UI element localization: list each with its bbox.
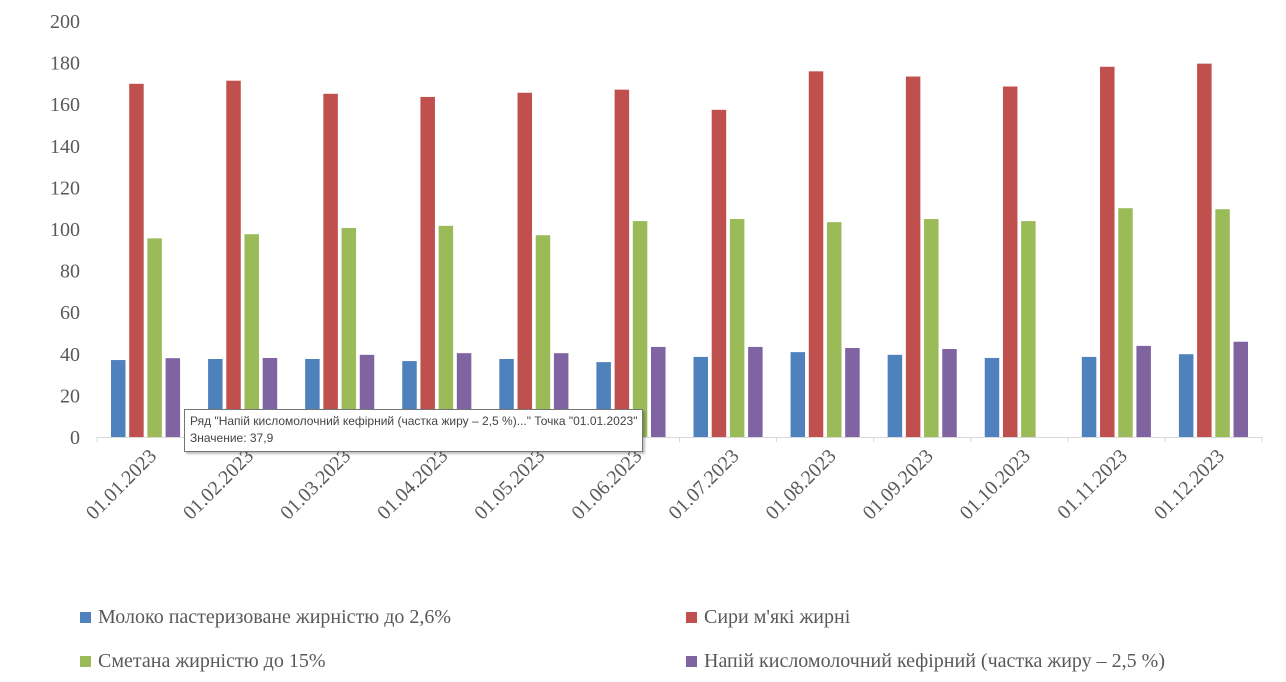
- bar-s2-c7[interactable]: [826, 222, 842, 437]
- bar-s2-c10[interactable]: [1118, 208, 1133, 437]
- bar-s1-c11[interactable]: [1197, 63, 1212, 437]
- bar-s2-c0[interactable]: [147, 238, 162, 437]
- bar-s1-c8[interactable]: [905, 76, 921, 437]
- bar-s3-c5[interactable]: [651, 346, 666, 437]
- bar-s1-c3[interactable]: [420, 96, 435, 438]
- x-tick-label: 01.05.2023: [470, 445, 549, 524]
- tooltip-value: Значение: 37,9: [190, 431, 274, 445]
- y-tick-label: 120: [50, 177, 80, 199]
- x-tick-label: 01.06.2023: [567, 445, 646, 524]
- legend-item-cheese[interactable]: Сири м'які жирні: [686, 606, 850, 629]
- legend-swatch-sour-cream: [80, 656, 91, 667]
- y-tick-label: 20: [60, 385, 80, 407]
- y-tick-label: 0: [70, 427, 80, 449]
- bar-s0-c7[interactable]: [790, 352, 806, 437]
- bar-s0-c11[interactable]: [1178, 354, 1194, 437]
- bar-s0-c10[interactable]: [1081, 356, 1097, 437]
- data-point-tooltip: Ряд "Напій кисломолочний кефірний (частк…: [184, 409, 644, 452]
- x-tick-label: 01.07.2023: [664, 445, 743, 524]
- tooltip-series-point: Ряд "Напій кисломолочний кефірний (частк…: [190, 414, 638, 428]
- bar-s3-c0[interactable]: [165, 358, 181, 437]
- x-tick-label: 01.11.2023: [1053, 445, 1132, 524]
- legend-label-sour-cream: Сметана жирністю до 15%: [98, 650, 326, 672]
- bar-s0-c8[interactable]: [887, 354, 903, 437]
- bar-s1-c9[interactable]: [1002, 86, 1018, 438]
- y-axis-ticks: 0 20 40 60 80 100 120 140 160 180 200: [50, 11, 80, 449]
- bar-s2-c3[interactable]: [438, 225, 454, 437]
- bar-s1-c1[interactable]: [226, 80, 241, 438]
- legend-swatch-milk: [80, 612, 91, 623]
- bar-s3-c8[interactable]: [942, 349, 957, 437]
- bar-s0-c9[interactable]: [984, 357, 1000, 437]
- y-tick-label: 40: [60, 344, 80, 366]
- legend-item-sour-cream[interactable]: Сметана жирністю до 15%: [80, 650, 326, 673]
- x-tick-label: 01.08.2023: [761, 445, 840, 524]
- bar-s2-c2[interactable]: [341, 227, 357, 437]
- bar-series: [110, 63, 1249, 438]
- bar-s2-c9[interactable]: [1021, 221, 1036, 437]
- bar-s0-c6[interactable]: [693, 356, 708, 437]
- legend-label-milk: Молоко пастеризоване жирністю до 2,6%: [98, 606, 452, 628]
- bar-s1-c4[interactable]: [517, 92, 533, 437]
- bar-s2-c6[interactable]: [729, 219, 745, 437]
- x-tick-label: 01.10.2023: [956, 445, 1035, 524]
- y-tick-label: 140: [50, 136, 80, 158]
- legend-item-kefir[interactable]: Напій кисломолочний кефірний (частка жир…: [686, 650, 1165, 673]
- bar-s1-c10[interactable]: [1100, 66, 1115, 437]
- bar-s1-c0[interactable]: [129, 83, 144, 437]
- bar-s2-c5[interactable]: [632, 221, 648, 437]
- bar-s0-c0[interactable]: [110, 360, 126, 437]
- bar-s1-c7[interactable]: [808, 71, 824, 437]
- y-tick-label: 80: [60, 261, 80, 283]
- bar-s1-c2[interactable]: [323, 93, 338, 438]
- bar-s2-c4[interactable]: [535, 235, 551, 437]
- bar-s3-c7[interactable]: [845, 347, 860, 437]
- y-tick-label: 180: [50, 53, 80, 75]
- x-tick-label: 01.04.2023: [373, 445, 452, 524]
- bar-s1-c5[interactable]: [614, 89, 630, 437]
- bar-s3-c6[interactable]: [748, 346, 763, 437]
- x-tick-label: 01.09.2023: [859, 445, 938, 524]
- y-tick-label: 160: [50, 94, 80, 116]
- bar-s2-c8[interactable]: [924, 219, 939, 437]
- legend-label-cheese: Сири м'які жирні: [704, 606, 851, 628]
- x-tick-label: 01.12.2023: [1150, 445, 1229, 524]
- legend-item-milk[interactable]: Молоко пастеризоване жирністю до 2,6%: [80, 606, 451, 629]
- x-tick-label: 01.03.2023: [276, 445, 355, 524]
- y-tick-label: 200: [50, 11, 80, 33]
- y-tick-label: 100: [50, 219, 80, 241]
- bar-s2-c1[interactable]: [244, 234, 259, 437]
- legend-swatch-kefir: [686, 656, 697, 667]
- y-tick-label: 60: [60, 302, 80, 324]
- bar-s3-c10[interactable]: [1136, 345, 1151, 437]
- legend-swatch-cheese: [686, 612, 697, 623]
- bar-s1-c6[interactable]: [711, 109, 727, 437]
- x-tick-label: 01.02.2023: [179, 445, 258, 524]
- bar-s2-c11[interactable]: [1215, 209, 1230, 437]
- x-tick-label: 01.01.2023: [82, 445, 161, 524]
- legend-label-kefir: Напій кисломолочний кефірний (частка жир…: [704, 650, 1165, 672]
- bar-s3-c11[interactable]: [1233, 341, 1249, 437]
